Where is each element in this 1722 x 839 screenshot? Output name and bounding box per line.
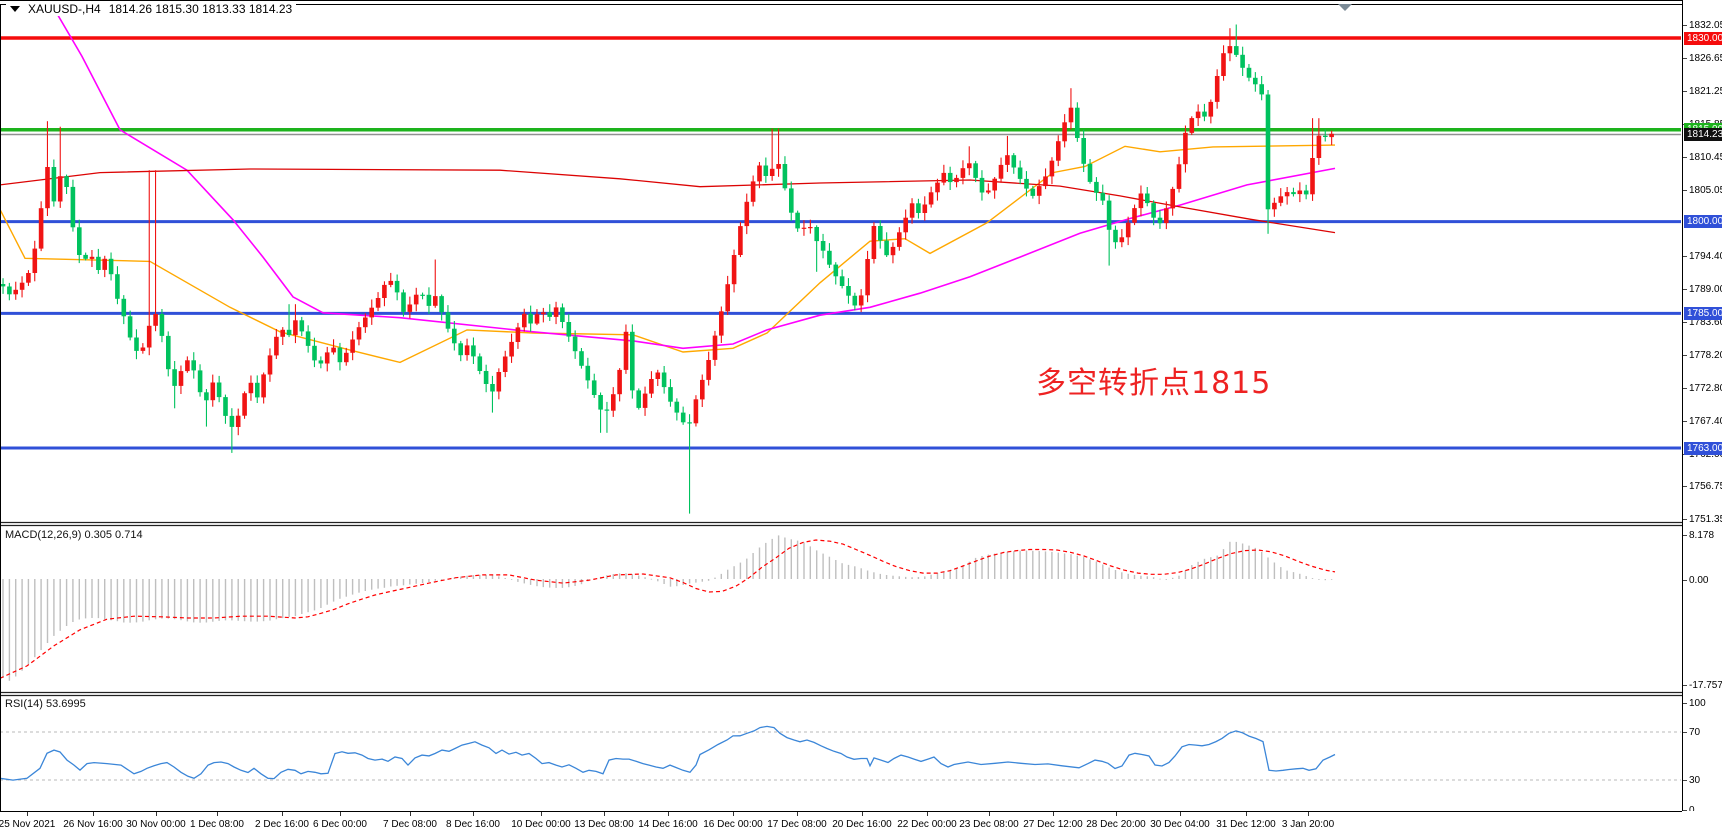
price-badge-1800.00: 1800.00 (1684, 215, 1722, 229)
date-label: 2 Dec 16:00 (255, 819, 309, 830)
price-tick-1810.45: 1810.45 (1683, 151, 1722, 163)
price-tick-1756.75: 1756.75 (1683, 480, 1722, 492)
price-tick-1821.25: 1821.25 (1683, 85, 1722, 97)
ohlc-values: 1814.26 1815.30 1813.33 1814.23 (108, 2, 293, 16)
main-panel[interactable] (0, 0, 1681, 514)
price-badge-1785.00: 1785.00 (1684, 306, 1722, 320)
price-tick-1794.40: 1794.40 (1683, 250, 1722, 262)
price-tick-1783.60: 1783.60 (1683, 316, 1722, 328)
date-axis[interactable]: 25 Nov 2021 26 Nov 16:00 30 Nov 00:00 1 Dec… (0, 811, 1722, 839)
macd-panel[interactable] (0, 535, 1336, 681)
price-tick-1751.35: 1751.35 (1683, 513, 1722, 525)
date-label: 8 Dec 16:00 (446, 819, 500, 830)
macd-tick--17.757: -17.757 (1683, 679, 1722, 691)
macd-indicator-label: MACD(12,26,9) 0.305 0.714 (5, 529, 143, 541)
symbol-title-row: XAUUSD-,H4 1814.26 1815.30 1813.33 1814.… (6, 2, 297, 16)
date-label: 1 Dec 08:00 (190, 819, 244, 830)
price-badge-1814.23: 1814.23 (1684, 128, 1722, 141)
date-tick (1053, 812, 1054, 816)
annotation-text: 多空转折点1815 (1036, 366, 1272, 401)
price-tick-1789.00: 1789.00 (1683, 283, 1722, 295)
ma_red-line (0, 168, 1336, 234)
chart-shift-marker-icon[interactable] (1338, 4, 1352, 11)
date-label: 17 Dec 08:00 (767, 819, 827, 830)
date-tick (27, 812, 28, 816)
date-label: 7 Dec 08:00 (383, 819, 437, 830)
price-badge-1830.00: 1830.00 (1684, 31, 1722, 45)
price-tick-1767.40: 1767.40 (1683, 415, 1722, 427)
date-axis-line (0, 811, 1682, 812)
macd-tick-0.00: 0.00 (1683, 574, 1708, 586)
date-tick (604, 812, 605, 816)
date-label: 23 Dec 08:00 (959, 819, 1019, 830)
date-tick (410, 812, 411, 816)
macd-tick-8.178: 8.178 (1683, 529, 1714, 541)
price-tick-1778.20: 1778.20 (1683, 349, 1722, 361)
price-tick-1832.05: 1832.05 (1683, 19, 1722, 31)
date-tick (282, 812, 283, 816)
symbol-timeframe-label: XAUUSD-,H4 (28, 2, 101, 16)
date-label: 31 Dec 12:00 (1216, 819, 1276, 830)
date-tick (733, 812, 734, 816)
price-tick-1826.65: 1826.65 (1683, 52, 1722, 64)
date-label: 3 Jan 20:00 (1281, 819, 1335, 830)
date-tick (1180, 812, 1181, 816)
date-tick (927, 812, 928, 816)
date-label: 30 Nov 00:00 (126, 819, 186, 830)
date-label: 16 Dec 00:00 (703, 819, 763, 830)
date-tick (541, 812, 542, 816)
date-tick (1116, 812, 1117, 816)
rsi-tick-0: 0 (1683, 804, 1695, 816)
date-label: 22 Dec 00:00 (897, 819, 957, 830)
rsi-tick-70: 70 (1683, 726, 1700, 738)
date-label: 6 Dec 00:00 (313, 819, 367, 830)
date-label: 13 Dec 08:00 (574, 819, 634, 830)
symbol-dropdown-icon[interactable] (10, 6, 20, 12)
date-label: 28 Dec 20:00 (1086, 819, 1146, 830)
date-label: 26 Nov 16:00 (63, 819, 123, 830)
date-tick (862, 812, 863, 816)
date-label: 30 Dec 04:00 (1150, 819, 1210, 830)
rsi-indicator-label: RSI(14) 53.6995 (5, 698, 86, 710)
date-tick (668, 812, 669, 816)
rsi-tick-100: 100 (1683, 697, 1706, 709)
rsi-tick-30: 30 (1683, 774, 1700, 786)
rsi-panel[interactable] (0, 725, 1681, 781)
date-tick (1308, 812, 1309, 816)
date-label: 20 Dec 16:00 (832, 819, 892, 830)
date-tick (989, 812, 990, 816)
date-label: 27 Dec 12:00 (1023, 819, 1083, 830)
ma_orange-line (0, 144, 1336, 364)
chart-plot-area[interactable] (0, 0, 1722, 811)
date-tick (340, 812, 341, 816)
date-tick (1246, 812, 1247, 816)
price-tick-1772.80: 1772.80 (1683, 382, 1722, 394)
date-label: 10 Dec 00:00 (511, 819, 571, 830)
candles (0, 24, 1334, 514)
price-badge-1763.00: 1763.00 (1684, 441, 1722, 455)
price-axis[interactable]: 1832.051826.651821.251815.851810.451805.… (1682, 0, 1722, 816)
date-tick (156, 812, 157, 816)
date-tick (797, 812, 798, 816)
date-tick (93, 812, 94, 816)
rsi-line (0, 725, 1336, 781)
price-tick-1805.05: 1805.05 (1683, 184, 1722, 196)
date-tick (217, 812, 218, 816)
date-label: 25 Nov 2021 (0, 819, 56, 830)
macd-signal-line (0, 539, 1336, 679)
date-label: 14 Dec 16:00 (638, 819, 698, 830)
date-tick (473, 812, 474, 816)
ma_magenta-line (51, 5, 1336, 350)
